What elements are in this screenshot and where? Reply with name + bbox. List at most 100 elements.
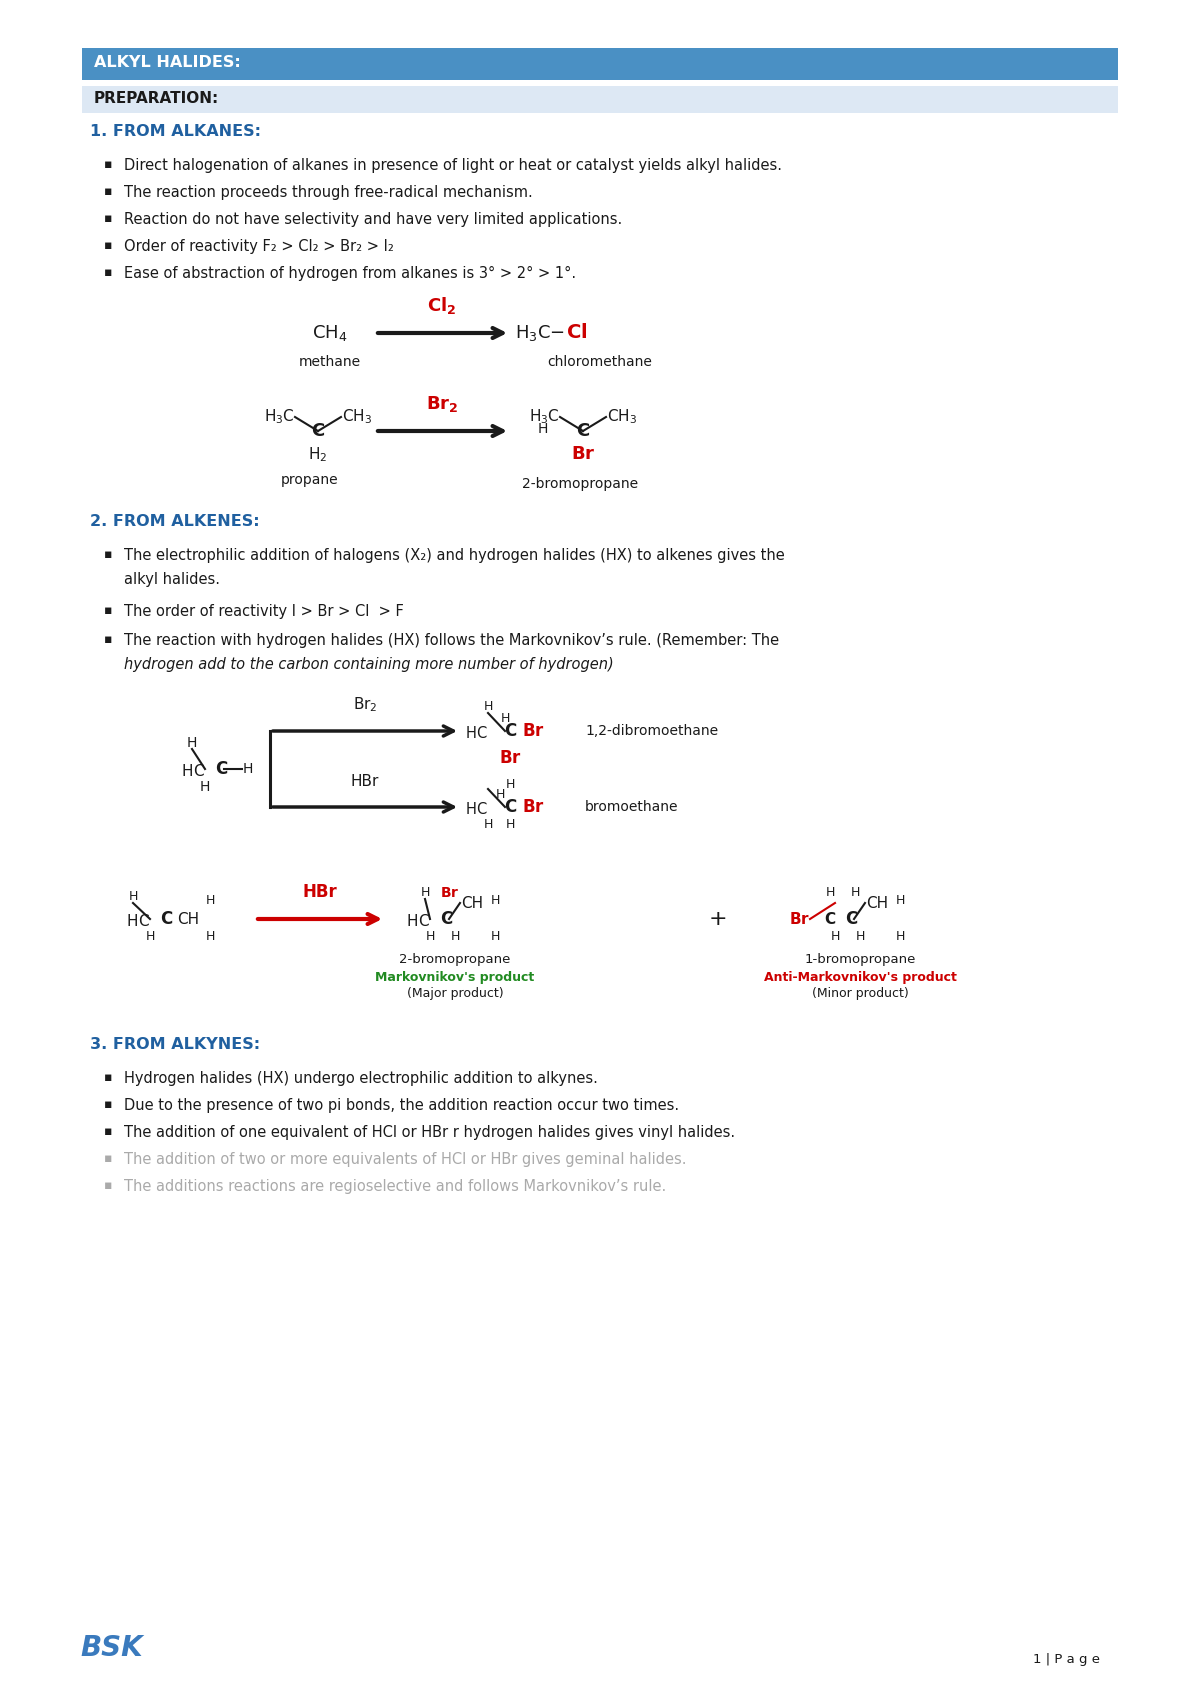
Text: H: H bbox=[145, 930, 155, 944]
Text: $\mathbf{Cl}$: $\mathbf{Cl}$ bbox=[566, 324, 587, 343]
Text: H: H bbox=[491, 930, 499, 944]
Text: 2-bromopropane: 2-bromopropane bbox=[400, 954, 511, 966]
Text: 1 | P a g e: 1 | P a g e bbox=[1033, 1653, 1100, 1666]
Text: 1. FROM ALKANES:: 1. FROM ALKANES: bbox=[90, 124, 262, 139]
Text: H: H bbox=[500, 711, 510, 725]
Text: ▪: ▪ bbox=[104, 266, 113, 278]
Bar bbox=[82, 48, 1118, 80]
Text: The addition of one equivalent of HCl or HBr r hydrogen halides gives vinyl hali: The addition of one equivalent of HCl or… bbox=[124, 1125, 736, 1140]
Text: Order of reactivity F₂ > Cl₂ > Br₂ > I₂: Order of reactivity F₂ > Cl₂ > Br₂ > I₂ bbox=[124, 239, 394, 255]
Text: The additions reactions are regioselective and follows Markovnikov’s rule.: The additions reactions are regioselecti… bbox=[124, 1179, 666, 1195]
Text: 2. FROM ALKENES:: 2. FROM ALKENES: bbox=[90, 514, 259, 529]
Text: propane: propane bbox=[281, 473, 338, 487]
Text: H: H bbox=[895, 894, 905, 908]
Text: 3. FROM ALKYNES:: 3. FROM ALKYNES: bbox=[90, 1037, 260, 1052]
Text: The addition of two or more equivalents of HCl or HBr gives geminal halides.: The addition of two or more equivalents … bbox=[124, 1152, 686, 1168]
Text: $\mathbf{Br}$: $\mathbf{Br}$ bbox=[499, 748, 521, 767]
Text: H$_\mathregular{}$C: H$_\mathregular{}$C bbox=[406, 911, 430, 927]
Text: H: H bbox=[895, 930, 905, 944]
Text: H$_\mathregular{}$C: H$_\mathregular{}$C bbox=[464, 723, 488, 738]
Text: H: H bbox=[491, 894, 499, 908]
Text: H: H bbox=[484, 701, 493, 713]
Text: H$_3$C$-$: H$_3$C$-$ bbox=[515, 322, 565, 343]
Text: The reaction with hydrogen halides (HX) follows the Markovnikov’s rule. (Remembe: The reaction with hydrogen halides (HX) … bbox=[124, 633, 779, 648]
Text: C: C bbox=[215, 760, 227, 777]
Text: H$_2$: H$_2$ bbox=[308, 445, 328, 463]
Text: H: H bbox=[830, 930, 840, 944]
Text: CH$_3$: CH$_3$ bbox=[607, 407, 637, 426]
Text: 1-bromopropane: 1-bromopropane bbox=[804, 954, 916, 966]
Text: C: C bbox=[311, 423, 325, 440]
Text: H: H bbox=[242, 762, 253, 776]
Text: C: C bbox=[504, 798, 516, 816]
Text: $\mathbf{Br}$: $\mathbf{Br}$ bbox=[440, 886, 460, 899]
Text: HBr: HBr bbox=[302, 882, 337, 901]
Text: ▪: ▪ bbox=[104, 1179, 113, 1191]
Text: H: H bbox=[205, 894, 215, 908]
Text: chloromethane: chloromethane bbox=[547, 355, 653, 368]
Text: ▪: ▪ bbox=[104, 212, 113, 226]
Text: H: H bbox=[856, 930, 865, 944]
Text: (Minor product): (Minor product) bbox=[811, 988, 908, 1000]
Text: CH$_3$: CH$_3$ bbox=[342, 407, 372, 426]
Text: Markovnikov's product: Markovnikov's product bbox=[376, 971, 535, 984]
Text: ▪: ▪ bbox=[104, 239, 113, 251]
Text: H: H bbox=[420, 886, 430, 899]
Text: $\mathbf{Br}$: $\mathbf{Br}$ bbox=[522, 798, 545, 816]
Text: $\mathbf{Br}$: $\mathbf{Br}$ bbox=[571, 445, 595, 463]
Text: methane: methane bbox=[299, 355, 361, 368]
Text: C: C bbox=[504, 721, 516, 740]
Text: C: C bbox=[845, 910, 857, 928]
Text: H$_\mathregular{}$C: H$_\mathregular{}$C bbox=[126, 911, 150, 927]
Text: bromoethane: bromoethane bbox=[586, 799, 678, 815]
Text: H$_3$C: H$_3$C bbox=[529, 407, 560, 426]
Text: H: H bbox=[496, 789, 505, 801]
Text: H: H bbox=[826, 886, 835, 899]
Text: ▪: ▪ bbox=[104, 1098, 113, 1112]
Text: CH: CH bbox=[178, 911, 199, 927]
Text: CH: CH bbox=[866, 896, 888, 911]
Text: ▪: ▪ bbox=[104, 548, 113, 562]
Text: H$_\mathregular{}$C: H$_\mathregular{}$C bbox=[181, 762, 205, 777]
Text: C: C bbox=[824, 911, 835, 927]
Text: ▪: ▪ bbox=[104, 158, 113, 171]
Text: +: + bbox=[709, 910, 727, 928]
Text: H: H bbox=[851, 886, 859, 899]
Text: H: H bbox=[425, 930, 434, 944]
Text: H: H bbox=[538, 423, 548, 436]
Text: (Major product): (Major product) bbox=[407, 988, 503, 1000]
Text: Br$_2$: Br$_2$ bbox=[353, 696, 377, 714]
Text: Due to the presence of two pi bonds, the addition reaction occur two times.: Due to the presence of two pi bonds, the… bbox=[124, 1098, 679, 1113]
Text: BSK: BSK bbox=[80, 1634, 143, 1661]
Text: C: C bbox=[440, 910, 452, 928]
Text: ▪: ▪ bbox=[104, 1125, 113, 1139]
Text: H: H bbox=[484, 818, 493, 832]
Text: $\mathbf{Br_2}$: $\mathbf{Br_2}$ bbox=[426, 394, 458, 414]
Bar bbox=[82, 87, 1118, 114]
Text: The order of reactivity I > Br > Cl  > F: The order of reactivity I > Br > Cl > F bbox=[124, 604, 403, 619]
Text: H: H bbox=[505, 779, 515, 791]
Text: The reaction proceeds through free-radical mechanism.: The reaction proceeds through free-radic… bbox=[124, 185, 533, 200]
Text: 2-bromopropane: 2-bromopropane bbox=[522, 477, 638, 490]
Text: $\mathbf{Br}$: $\mathbf{Br}$ bbox=[522, 721, 545, 740]
Text: H: H bbox=[200, 781, 210, 794]
Text: H$_\mathregular{}$C: H$_\mathregular{}$C bbox=[464, 799, 488, 815]
Text: $\mathbf{Cl_2}$: $\mathbf{Cl_2}$ bbox=[427, 295, 457, 316]
Text: The electrophilic addition of halogens (X₂) and hydrogen halides (HX) to alkenes: The electrophilic addition of halogens (… bbox=[124, 548, 785, 563]
Text: H: H bbox=[450, 930, 460, 944]
Text: ▪: ▪ bbox=[104, 185, 113, 199]
Text: HBr: HBr bbox=[350, 774, 379, 789]
Text: H$_3$C: H$_3$C bbox=[264, 407, 295, 426]
Text: H: H bbox=[205, 930, 215, 944]
Text: ▪: ▪ bbox=[104, 604, 113, 618]
Text: hydrogen add to the carbon containing more number of hydrogen): hydrogen add to the carbon containing mo… bbox=[124, 657, 613, 672]
Text: PREPARATION:: PREPARATION: bbox=[94, 92, 220, 105]
Text: ▪: ▪ bbox=[104, 1071, 113, 1084]
Text: C: C bbox=[576, 423, 589, 440]
Text: CH: CH bbox=[461, 896, 484, 911]
Text: 1,2-dibromoethane: 1,2-dibromoethane bbox=[586, 725, 718, 738]
Text: ▪: ▪ bbox=[104, 1152, 113, 1166]
Text: ALKYL HALIDES:: ALKYL HALIDES: bbox=[94, 54, 241, 70]
Text: H: H bbox=[505, 818, 515, 832]
Text: $\mathbf{Br}$: $\mathbf{Br}$ bbox=[788, 911, 810, 927]
